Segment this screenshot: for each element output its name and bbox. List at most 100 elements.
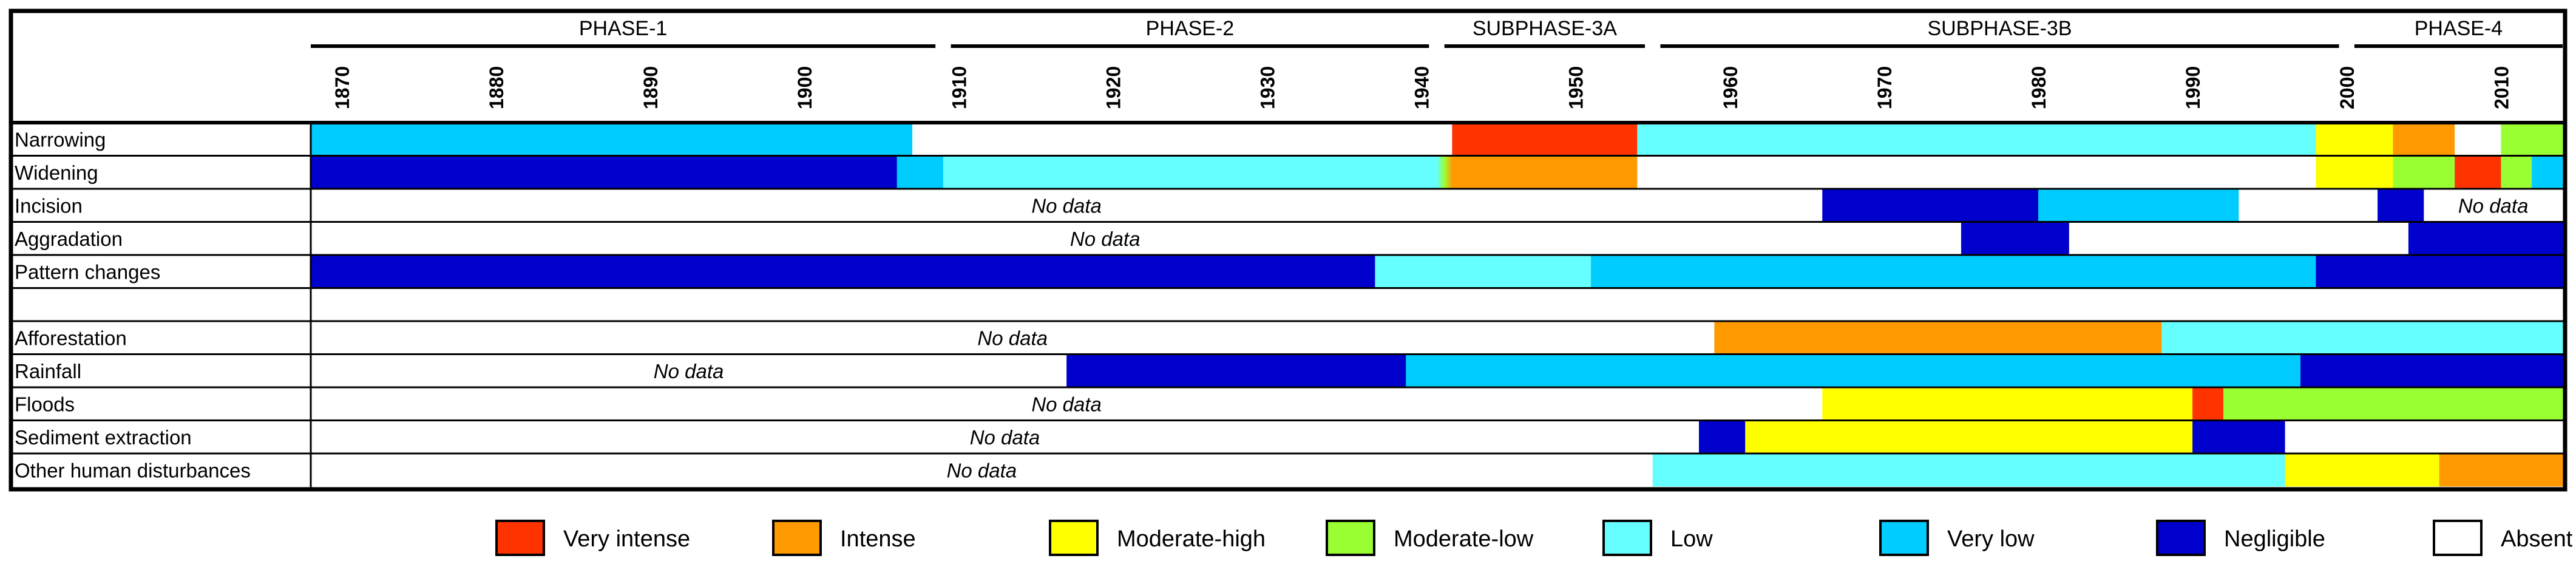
legend-item-moderate-high: Moderate-high (1050, 521, 1266, 555)
row-narrowing: Narrowing (15, 123, 2563, 156)
year-tick-1960: 1960 (1720, 66, 1741, 109)
legend-item-intense: Intense (773, 521, 916, 555)
no-data-label: No data (970, 426, 1040, 449)
row-widening: Widening (15, 156, 2563, 189)
segment-rainfall-negligible-1917-1939 (1066, 355, 1406, 388)
legend-label-negligible: Negligible (2224, 526, 2325, 552)
row-label-widening: Widening (15, 161, 98, 184)
segment-floods-moderate_low-1994-2014 (2254, 387, 2563, 421)
no-data-label: No data (1031, 194, 1102, 217)
phase-label-subphase-3a: SUBPHASE-3A (1473, 17, 1617, 40)
segment-other-human-disturbances-moderate_high-1999-2006 (2331, 453, 2439, 487)
row-incision: Incision No data No data (15, 189, 2563, 222)
legend-swatch-negligible (2157, 521, 2205, 555)
legend-label-absent: Absent (2501, 526, 2573, 552)
legend-label-moderate-high: Moderate-high (1117, 526, 1266, 552)
row-sediment-extraction: Sediment extraction No data (15, 421, 2563, 454)
row-label-aggradation: Aggradation (15, 228, 123, 250)
year-tick-1970: 1970 (1874, 66, 1896, 109)
no-data-label: No data (654, 360, 724, 382)
year-tick-2010: 2010 (2490, 66, 2512, 109)
legend-item-very-low: Very low (1880, 521, 2035, 555)
segment-narrowing-moderate_high-2001-2003 (2362, 123, 2393, 156)
year-tick-1900: 1900 (794, 66, 816, 109)
row-label-narrowing: Narrowing (15, 128, 106, 151)
row-aggradation: Aggradation No data (15, 222, 2563, 256)
segment-sediment-extraction-moderate_high-1961-1963 (1745, 421, 1776, 454)
phase-label-phase-1: PHASE-1 (579, 17, 668, 40)
row-afforestation: Afforestation No data (15, 321, 2563, 355)
segment-narrowing-moderate_low-2010-2014 (2501, 123, 2563, 156)
segment-rainfall-negligible-1997-2014 (2300, 355, 2563, 388)
segment-incision-very_low-1980-1993 (2038, 189, 2239, 222)
segment-other-human-disturbances-intense-2006-2014 (2439, 453, 2563, 487)
segment-floods-moderate_high-1966-1990 (1822, 387, 2192, 421)
no-data-label: No data (947, 459, 1017, 481)
segment-widening-intense-1942-1954 (1452, 156, 1638, 189)
segment-aggradation-negligible-2004-2014 (2408, 222, 2563, 256)
segment-widening-moderate_low-1941-1942 (1437, 156, 1452, 189)
legend-swatch-intense (773, 521, 821, 555)
year-tick-1930: 1930 (1256, 66, 1278, 109)
no-data-label: No data (1070, 228, 1141, 250)
segment-widening-very_low-1906-1909 (897, 156, 944, 189)
segment-rainfall-very_low-1939-1943 (1406, 355, 1468, 388)
row-pattern-changes: Pattern changes (15, 255, 2563, 288)
legend-swatch-absent (2434, 521, 2481, 555)
year-tick-1910: 1910 (948, 66, 970, 109)
chart: PHASE-1 PHASE-2 SUBPHASE-3A SUBPHASE-3B PHAS… (0, 0, 2576, 567)
year-tick-1940: 1940 (1411, 66, 1433, 109)
phase-label-phase-2: PHASE-2 (1146, 17, 1235, 40)
segment-sediment-extraction-negligible-1958-1961 (1699, 421, 1746, 454)
segment-afforestation-low-1988-1992 (2161, 321, 2223, 355)
segment-aggradation-absent-1982-1986 (2069, 222, 2131, 256)
legend-swatch-very-low (1880, 521, 1928, 555)
row-label-other-human-disturbances: Other human disturbances (15, 459, 251, 481)
segment-narrowing-low-1957-1998 (1684, 123, 2316, 156)
segment-aggradation-negligible-1975-1982 (1961, 222, 2069, 256)
segment-pattern-changes-negligible-1998-2014 (2316, 255, 2563, 288)
legend-swatch-moderate-high (1050, 521, 1097, 555)
segment-narrowing-absent-1940-1942 (1422, 123, 1452, 156)
legend-item-moderate-low: Moderate-low (1327, 521, 1534, 555)
year-tick-2000: 2000 (2336, 66, 2358, 109)
legend-label-moderate-low: Moderate-low (1394, 526, 1534, 552)
row-rainfall: Rainfall No data (15, 355, 2563, 388)
segment-narrowing-absent-1909-1940 (943, 123, 1422, 156)
segment-narrowing-absent-1907-1909 (912, 123, 943, 156)
legend-item-negligible: Negligible (2157, 521, 2325, 555)
segment-narrowing-intense-2003-2007 (2393, 123, 2455, 156)
phase-header: PHASE-1 PHASE-2 SUBPHASE-3A SUBPHASE-3B PHAS… (311, 17, 2563, 46)
segment-incision-absent-1993-1996 (2239, 189, 2285, 222)
segment-narrowing-absent-2007-2010 (2455, 123, 2501, 156)
segment-sediment-extraction-absent-1996-2014 (2285, 421, 2563, 454)
legend-item-very-intense: Very intense (497, 521, 690, 555)
legend-swatch-low (1604, 521, 1651, 555)
row-floods: Floods No data (15, 387, 2563, 421)
segment-widening-low-1909-1941 (943, 156, 1437, 189)
row-label-incision: Incision (15, 194, 83, 217)
row-label-afforestation: Afforestation (15, 327, 127, 349)
segment-pattern-changes-very_low-1951-1998 (1591, 255, 2316, 288)
row-other-human-disturbances: Other human disturbances No data (15, 453, 2563, 487)
segment-narrowing-very_low-1868-1907 (311, 123, 913, 156)
segment-incision-negligible-2002-2005 (2378, 189, 2424, 222)
segment-sediment-extraction-negligible-1992-1996 (2223, 421, 2285, 454)
segment-narrowing-very_intense-1942-1954 (1452, 123, 1638, 156)
segment-widening-moderate_low-2010-2012 (2501, 156, 2532, 189)
segment-rainfall-very_low-1943-1997 (1468, 355, 2301, 388)
year-tick-1950: 1950 (1565, 66, 1587, 109)
legend-label-very-intense: Very intense (563, 526, 690, 552)
segment-sediment-extraction-negligible-1990-1992 (2192, 421, 2223, 454)
legend-item-low: Low (1604, 521, 1713, 555)
segment-pattern-changes-negligible-1868-1937 (311, 255, 1375, 288)
segment-widening-negligible-1868-1906 (311, 156, 897, 189)
segment-widening-very_low-2012-2014 (2532, 156, 2563, 189)
segment-widening-moderate_low-2003-2007 (2393, 156, 2455, 189)
segment-aggradation-absent-1986-2004 (2130, 222, 2408, 256)
row-label-floods: Floods (15, 393, 75, 415)
segment-afforestation-intense-1959-1988 (1714, 321, 2162, 355)
segment-incision-absent-1996-2002 (2285, 189, 2378, 222)
legend-label-low: Low (1670, 526, 1713, 552)
